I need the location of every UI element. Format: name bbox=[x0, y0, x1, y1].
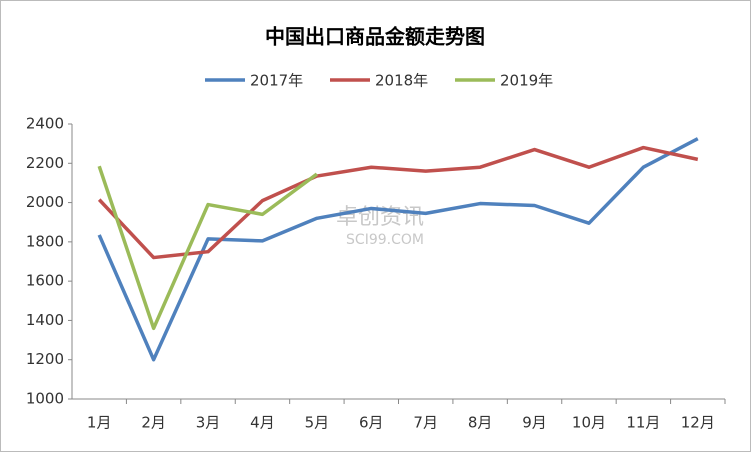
series-line bbox=[97, 137, 699, 362]
watermark: SCI99.COM bbox=[346, 232, 424, 248]
legend-label: 2018年 bbox=[375, 72, 428, 90]
x-tick-label: 1月 bbox=[87, 414, 112, 432]
legend-label: 2019年 bbox=[500, 72, 553, 90]
x-tick-label: 11月 bbox=[626, 414, 660, 432]
x-tick-label: 10月 bbox=[572, 414, 606, 432]
x-tick-label: 4月 bbox=[250, 414, 275, 432]
y-tick-label: 2400 bbox=[26, 115, 64, 133]
x-tick-label: 5月 bbox=[305, 414, 330, 432]
y-tick-label: 1000 bbox=[26, 390, 64, 408]
x-tick-label: 7月 bbox=[413, 414, 438, 432]
series-line bbox=[97, 165, 318, 331]
x-tick-label: 8月 bbox=[468, 414, 493, 432]
x-tick-label: 2月 bbox=[141, 414, 166, 432]
x-tick-label: 12月 bbox=[681, 414, 715, 432]
legend-label: 2017年 bbox=[250, 72, 303, 90]
y-tick-label: 2000 bbox=[26, 193, 64, 211]
x-tick-label: 3月 bbox=[196, 414, 221, 432]
y-tick-label: 1800 bbox=[26, 232, 64, 250]
chart-title: 中国出口商品金额走势图 bbox=[265, 25, 485, 49]
x-tick-label: 6月 bbox=[359, 414, 384, 432]
series-line bbox=[97, 145, 699, 260]
x-tick-label: 9月 bbox=[522, 414, 547, 432]
y-tick-label: 1600 bbox=[26, 272, 64, 290]
y-tick-label: 1400 bbox=[26, 311, 64, 329]
y-tick-label: 2200 bbox=[26, 154, 64, 172]
y-tick-label: 1200 bbox=[26, 350, 64, 368]
